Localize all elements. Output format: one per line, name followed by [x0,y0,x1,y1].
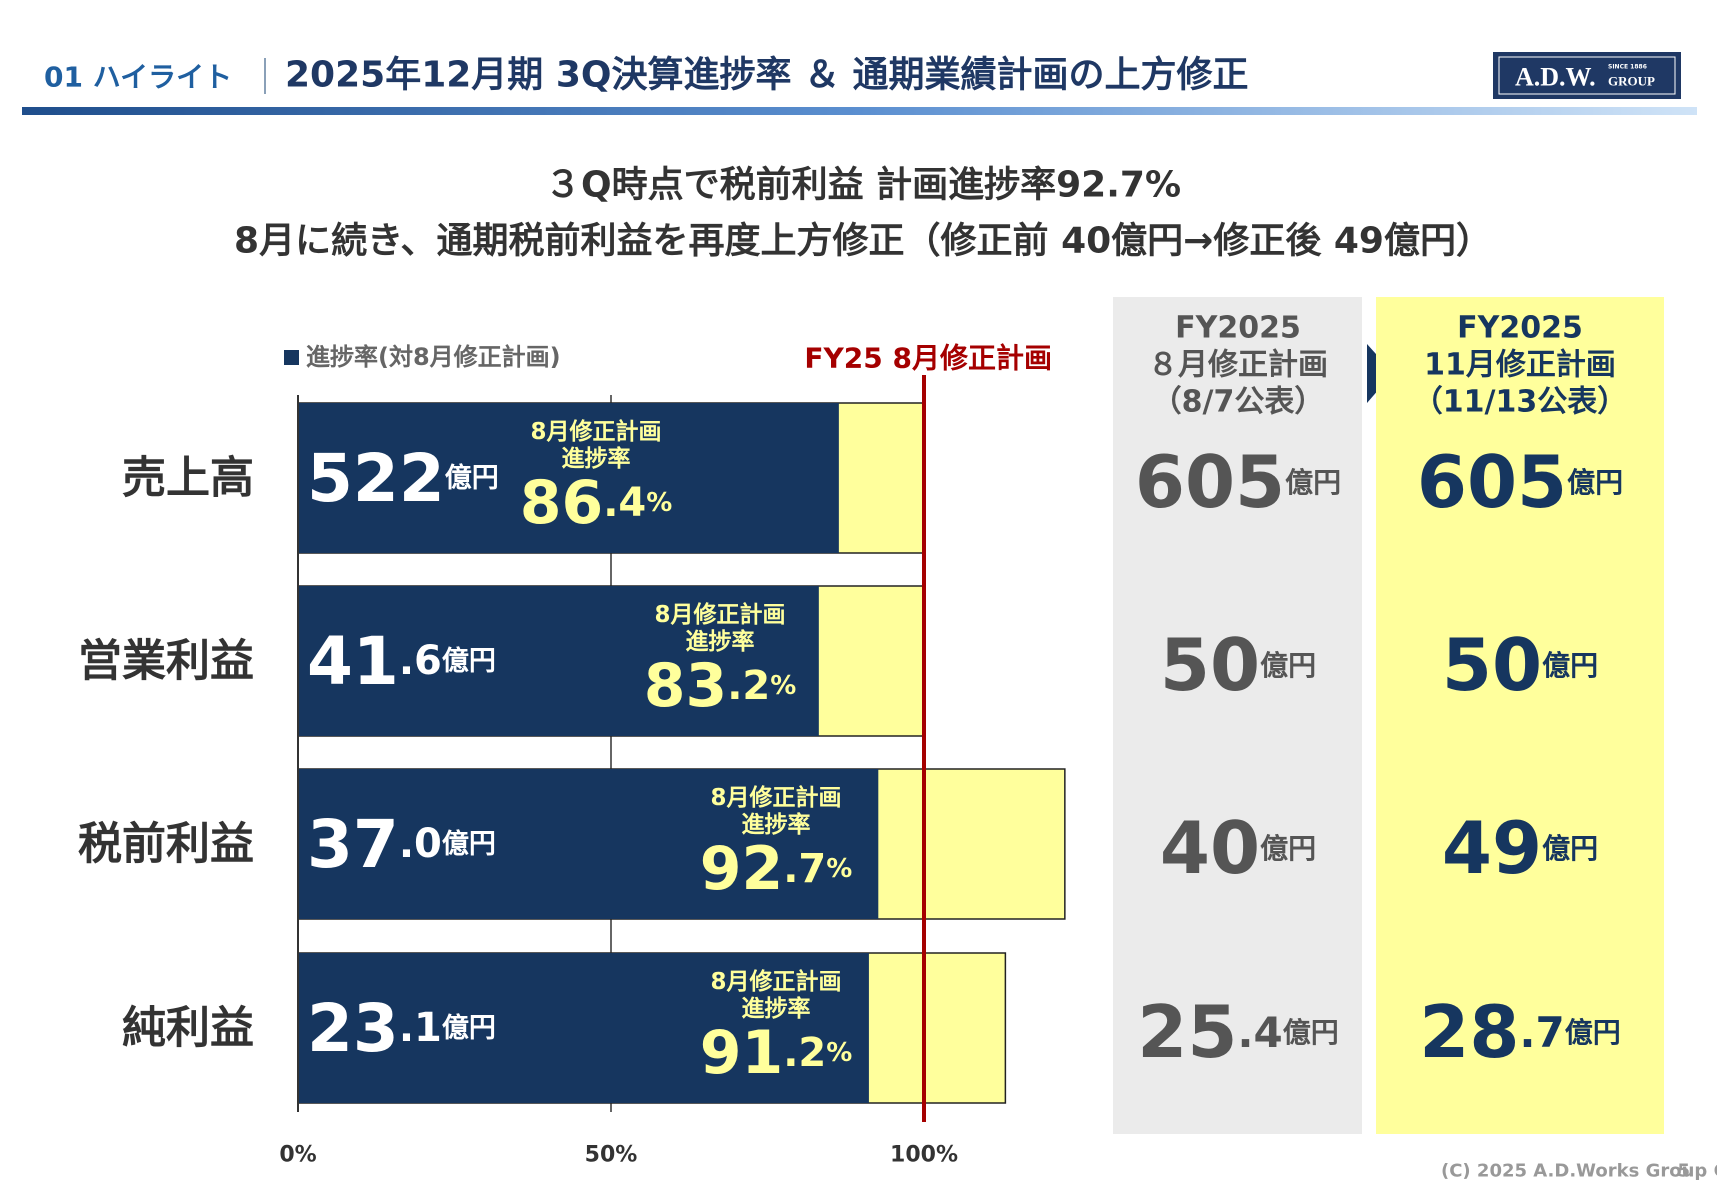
plan-unit: 億円 [1260,649,1316,682]
progress-label: 91.2% [700,1018,853,1088]
headline: ３Q時点で税前利益 計画進捗率92.7% [545,165,1181,206]
progress-label: 92.7% [700,834,853,904]
plan-number: 50 [1442,623,1542,707]
category-label: 税前利益 [78,819,254,870]
progress-caption: 8月修正計画 [710,968,841,995]
headline: 8月に続き、通期税前利益を再度上方修正（修正前 40億円→修正後 49億円） [234,221,1492,262]
amount-unit: 億円 [445,463,499,494]
progress-label: 86.4% [520,468,673,538]
progress-bar [298,403,839,553]
progress-value: 92.7% [700,834,853,904]
plan-number: 40 [1160,806,1260,890]
progress-caption: 進捗率 [742,811,811,838]
plan-number: 25.4 [1137,990,1282,1074]
progress-caption: 8月修正計画 [654,601,785,628]
plan-value: 605億円 [1135,440,1341,524]
progress-caption: 進捗率 [742,995,811,1022]
progress-bar [298,953,869,1103]
progress-caption: 進捗率 [686,628,755,655]
column-header: FY2025 [1175,311,1301,346]
category-label: 純利益 [122,1003,254,1054]
category-label: 営業利益 [78,636,254,687]
logo [1493,52,1681,99]
category-label: 売上高 [122,453,254,504]
column-bg [1113,297,1362,1134]
plan-value: 28.7億円 [1419,990,1620,1074]
plan-value: 25.4億円 [1137,990,1338,1074]
progress-caption: 8月修正計画 [710,784,841,811]
plan-number: 28.7 [1419,990,1564,1074]
plan-number: 50 [1160,623,1260,707]
plan-number: 49 [1442,806,1542,890]
page-number: 5 [1677,1161,1690,1182]
progress-value: 86.4% [520,468,673,538]
legend-label: 進捗率(対8月修正計画) [306,343,561,371]
amount-unit: 億円 [442,646,496,677]
plan-unit: 億円 [1542,649,1598,682]
amount: 522億円 [307,440,499,517]
amount-unit: 億円 [442,829,496,860]
x-tick-label: 50% [585,1143,638,1168]
amount-value: 23.1 [307,990,442,1067]
column-header: （8/7公表） [1152,385,1325,420]
logo-frame [1498,56,1676,95]
amount: 41.6億円 [307,623,496,700]
x-tick-label: 100% [890,1143,958,1168]
column-header: ８月修正計画 [1148,348,1328,383]
progress-label: 83.2% [644,651,797,721]
progress-value: 83.2% [644,651,797,721]
plan-number: 605 [1417,440,1567,524]
progress-value: 91.2% [700,1018,853,1088]
plan-unit: 億円 [1567,466,1623,499]
progress-caption: 進捗率 [562,445,631,472]
header-bar [22,107,1697,115]
column-header: FY2025 [1457,311,1583,346]
plan-value: 605億円 [1417,440,1623,524]
column-header: （11/13公表） [1413,385,1627,420]
plan-value: 49億円 [1442,806,1598,890]
plan-value: 50億円 [1442,623,1598,707]
amount-unit: 億円 [442,1013,496,1044]
logo-text: A.D.W. [1515,63,1596,92]
amount-value: 37.0 [307,806,442,883]
legend-swatch [284,350,299,365]
plan-unit: 億円 [1542,832,1598,865]
progress-caption: 8月修正計画 [530,418,661,445]
column-bg [1376,297,1664,1134]
plan-unit: 億円 [1260,832,1316,865]
section-label: 01 ハイライト [44,61,232,94]
copyright: (C) 2025 A.D.Works Group Co., Ltd. [1441,1161,1717,1182]
x-tick-label: 0% [279,1143,316,1168]
progress-bar [298,586,819,736]
column-header: 11月修正計画 [1424,348,1616,383]
amount-value: 41.6 [307,623,442,700]
plan-number: 605 [1135,440,1285,524]
plan-unit: 億円 [1285,466,1341,499]
plan-value: 50億円 [1160,623,1316,707]
plan-value: 40億円 [1160,806,1316,890]
amount: 23.1億円 [307,990,496,1067]
amount-value: 522 [307,440,445,517]
amount: 37.0億円 [307,806,496,883]
progress-bar [298,769,879,919]
plan-unit: 億円 [1283,1016,1339,1049]
logo-sub: GROUP [1608,74,1655,89]
plan-unit: 億円 [1565,1016,1621,1049]
reference-label: FY25 8月修正計画 [804,342,1052,375]
logo-since: SINCE 1886 [1608,64,1647,71]
header-title: 2025年12月期 3Q決算進捗率 ＆ 通期業績計画の上方修正 [285,55,1249,96]
